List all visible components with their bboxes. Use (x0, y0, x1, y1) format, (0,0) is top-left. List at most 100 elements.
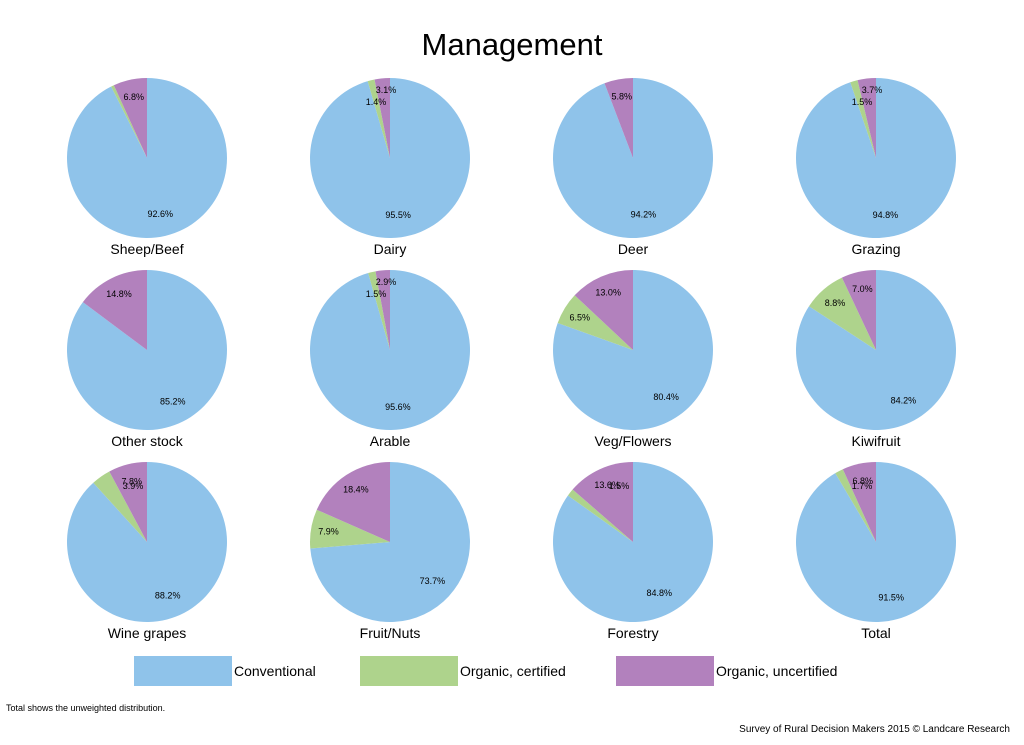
slice-label-dairy-conventional: 95.5% (385, 210, 411, 220)
legend-swatch-conventional (134, 656, 232, 686)
slice-fruit-nuts-conventional (310, 462, 471, 622)
slice-label-total-organic-uncertified: 6.8% (853, 476, 874, 486)
source-credit: Survey of Rural Decision Makers 2015 © L… (739, 724, 1010, 735)
legend-swatch-organic-uncertified (616, 656, 714, 686)
pie-title-arable: Arable (370, 433, 411, 449)
slice-arable-organic-certified (368, 271, 390, 350)
slice-label-arable-organic-uncertified: 2.9% (376, 277, 397, 287)
slice-label-wine-grapes-organic-uncertified: 7.8% (122, 477, 143, 487)
slice-label-sheep-beef-conventional: 92.6% (148, 209, 174, 219)
slice-dairy-organic-certified (367, 79, 390, 158)
pie-title-wine-grapes: Wine grapes (108, 625, 187, 641)
pie-title-total: Total (861, 625, 891, 641)
slice-other-stock-organic-uncertified (82, 270, 147, 350)
slice-sheep-beef-conventional (66, 78, 227, 238)
slice-label-kiwifruit-organic-uncertified: 7.0% (852, 284, 873, 294)
slice-label-veg-flowers-organic-uncertified: 13.0% (595, 288, 621, 298)
slice-label-total-organic-certified: 1.7% (852, 481, 873, 491)
slice-veg-flowers-organic-uncertified (574, 270, 633, 350)
pie-title-kiwifruit: Kiwifruit (851, 433, 900, 449)
slice-label-forestry-conventional: 84.8% (647, 588, 673, 598)
pie-title-other-stock: Other stock (111, 433, 184, 449)
slice-wine-grapes-organic-uncertified (109, 462, 147, 542)
pie-deer: 94.2% 5.8% Deer (552, 78, 713, 257)
legend-label-organic-certified: Organic, certified (460, 663, 566, 679)
slice-arable-organic-uncertified (375, 270, 390, 350)
slice-forestry-organic-certified (567, 489, 633, 542)
slice-grazing-conventional (795, 78, 956, 238)
pie-title-dairy: Dairy (374, 241, 407, 257)
slice-label-grazing-organic-certified: 1.5% (852, 97, 873, 107)
slice-label-wine-grapes-conventional: 88.2% (155, 591, 181, 601)
pie-total: 91.5% 1.7%6.8% Total (796, 461, 957, 641)
slice-label-other-stock-organic-uncertified: 14.8% (106, 289, 132, 299)
slice-label-deer-organic-uncertified: 5.8% (611, 92, 632, 102)
slice-label-veg-flowers-organic-certified: 6.5% (570, 313, 591, 323)
slice-label-kiwifruit-organic-certified: 8.8% (825, 298, 846, 308)
slice-grazing-organic-uncertified (857, 78, 876, 158)
pie-title-grazing: Grazing (851, 241, 900, 257)
slice-label-forestry-organic-certified: 1.5% (609, 481, 630, 491)
legend: Conventional Organic, certified Organic,… (0, 656, 1024, 694)
pie-veg-flowers: 80.4% 6.5% 13.0% Veg/Flowers (553, 270, 714, 449)
slice-label-other-stock-conventional: 85.2% (160, 397, 186, 407)
pie-dairy: 95.5% 1.4% 3.1% Dairy (310, 78, 471, 257)
slice-total-organic-certified (835, 469, 876, 542)
pie-other-stock: 85.2% 14.8% Other stock (66, 270, 227, 449)
slice-label-sheep-beef-organic-uncertified: 6.8% (124, 92, 145, 102)
pie-fruit-nuts: 73.7% 7.9% 18.4% Fruit/Nuts (310, 462, 471, 641)
slice-dairy-conventional (310, 78, 471, 238)
slice-label-veg-flowers-conventional: 80.4% (653, 392, 679, 402)
pie-arable: 95.6% 1.5% 2.9% Arable (310, 270, 471, 449)
slice-label-kiwifruit-conventional: 84.2% (891, 396, 917, 406)
slice-label-fruit-nuts-organic-certified: 7.9% (318, 527, 339, 537)
pie-title-veg-flowers: Veg/Flowers (594, 433, 671, 449)
slice-veg-flowers-conventional (553, 270, 714, 431)
slice-arable-conventional (310, 270, 471, 430)
slice-label-fruit-nuts-organic-uncertified: 18.4% (343, 485, 369, 495)
pie-title-forestry: Forestry (607, 625, 658, 641)
pie-forestry: 84.8% 1.5%13.6% Forestry (553, 462, 714, 641)
slice-forestry-conventional (553, 462, 714, 622)
slice-total-organic-uncertified (842, 462, 876, 542)
slice-label-arable-organic-certified: 1.5% (366, 289, 387, 299)
slice-deer-organic-uncertified (604, 78, 633, 158)
legend-label-organic-uncertified: Organic, uncertified (716, 663, 838, 679)
slice-deer-conventional (552, 78, 713, 238)
slice-veg-flowers-organic-certified (557, 295, 633, 350)
slice-label-total-conventional: 91.5% (878, 593, 904, 603)
slice-label-dairy-organic-uncertified: 3.1% (376, 85, 397, 95)
pie-wine-grapes: 88.2% 3.9%7.8% Wine grapes (66, 462, 227, 641)
slice-sheep-beef-organic-certified (111, 85, 147, 158)
slice-kiwifruit-conventional (796, 270, 957, 430)
slice-label-grazing-organic-uncertified: 3.7% (862, 85, 883, 95)
slice-kiwifruit-organic-uncertified (841, 270, 876, 350)
slice-label-dairy-organic-certified: 1.4% (366, 97, 387, 107)
slice-fruit-nuts-organic-certified (310, 509, 390, 549)
legend-label-conventional: Conventional (234, 663, 316, 679)
pie-title-sheep-beef: Sheep/Beef (110, 241, 183, 257)
slice-label-forestry-organic-uncertified: 13.6% (594, 480, 620, 490)
pie-sheep-beef: 92.6% 6.8% Sheep/Beef (66, 78, 227, 257)
slice-label-arable-conventional: 95.6% (385, 402, 411, 412)
pie-title-fruit-nuts: Fruit/Nuts (360, 625, 421, 641)
pie-grid: 92.6% 6.8% Sheep/Beef 95.5% 1.4% 3.1% Dairy 94.… (66, 78, 957, 641)
slice-wine-grapes-organic-certified (93, 471, 147, 542)
slice-sheep-beef-organic-uncertified (113, 78, 147, 158)
slice-total-conventional (796, 461, 957, 622)
slice-label-grazing-conventional: 94.8% (873, 210, 899, 220)
slice-wine-grapes-conventional (66, 462, 227, 622)
slice-label-deer-conventional: 94.2% (631, 210, 657, 220)
slice-label-fruit-nuts-conventional: 73.7% (420, 576, 446, 586)
legend-swatch-organic-certified (360, 656, 458, 686)
pie-grazing: 94.8% 1.5% 3.7% Grazing (795, 78, 956, 257)
slice-kiwifruit-organic-certified (809, 277, 876, 350)
chart-title: Management (421, 27, 603, 62)
pie-title-deer: Deer (618, 241, 649, 257)
slice-label-wine-grapes-organic-certified: 3.9% (123, 481, 144, 491)
slice-fruit-nuts-organic-uncertified (316, 462, 390, 542)
slice-other-stock-conventional (66, 270, 227, 431)
slice-grazing-organic-certified (850, 80, 876, 158)
pie-kiwifruit: 84.2% 8.8% 7.0% Kiwifruit (796, 270, 957, 449)
slice-dairy-organic-uncertified (374, 78, 390, 158)
